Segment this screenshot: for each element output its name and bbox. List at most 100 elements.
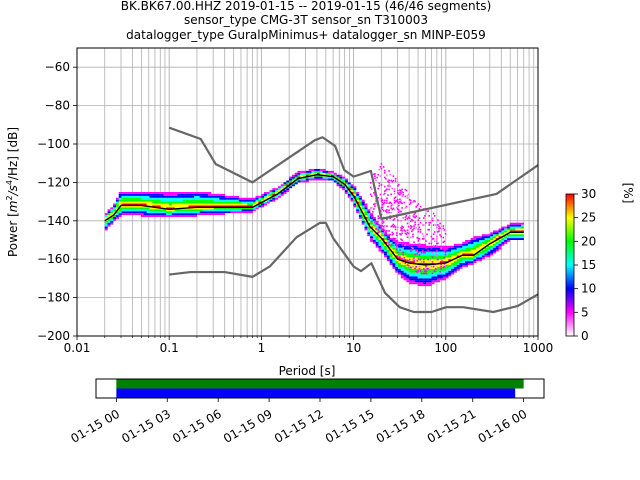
psd-cell <box>322 178 326 181</box>
psd-cell <box>481 245 485 248</box>
psd-outlier-cell <box>369 182 372 184</box>
psd-cell <box>149 201 153 204</box>
psd-outlier-cell <box>391 233 394 236</box>
psd-cell <box>275 188 279 191</box>
psd-cell <box>224 201 228 204</box>
psd-cell <box>205 209 209 212</box>
psd-cell <box>484 251 488 254</box>
psd-cell <box>448 272 452 275</box>
psd-cell <box>297 170 301 173</box>
psd-cell <box>141 195 145 198</box>
psd-cell <box>252 207 256 210</box>
psd-cell <box>425 257 429 260</box>
psd-cell <box>437 247 441 250</box>
psd-cell <box>263 195 267 198</box>
psd-cell <box>509 222 513 225</box>
psd-cell <box>213 201 217 204</box>
psd-outlier-cell <box>401 195 403 198</box>
psd-outlier-cell <box>404 218 407 221</box>
psd-cell <box>509 226 513 229</box>
psd-cell <box>199 199 203 202</box>
psd-cell <box>370 213 374 216</box>
psd-outlier-cell <box>396 185 399 187</box>
psd-outlier-cell <box>423 272 425 275</box>
psd-cell <box>518 226 522 229</box>
psd-cell <box>467 247 471 250</box>
psd-outlier-cell <box>377 222 380 224</box>
psd-cell <box>210 203 214 206</box>
psd-cell <box>504 226 508 229</box>
psd-outlier-cell <box>392 207 395 210</box>
psd-cell <box>219 211 223 214</box>
psd-cell <box>417 257 421 260</box>
psd-outlier-cell <box>430 265 433 268</box>
psd-outlier-cell <box>416 259 419 262</box>
psd-outlier-cell <box>375 179 377 182</box>
psd-cell <box>392 266 396 269</box>
psd-outlier-cell <box>406 222 409 225</box>
psd-cell <box>381 236 385 239</box>
psd-cell <box>411 274 415 277</box>
psd-cell <box>127 192 131 194</box>
psd-cell <box>442 276 446 279</box>
psd-cell <box>448 268 452 271</box>
psd-cell <box>476 238 480 240</box>
psd-outlier-cell <box>421 244 424 247</box>
psd-outlier-cell <box>418 208 421 210</box>
psd-cell <box>501 226 505 229</box>
psd-cell <box>470 243 474 246</box>
psd-outlier-cell <box>411 219 413 221</box>
psd-cell <box>451 255 455 258</box>
psd-cell <box>129 195 133 198</box>
psd-outlier-cell <box>402 247 404 249</box>
psd-cell <box>375 220 379 223</box>
psd-cell <box>196 203 200 206</box>
psd-cell <box>356 205 360 208</box>
psd-cell <box>188 205 192 208</box>
psd-cell <box>378 245 382 248</box>
psd-cell <box>479 245 483 248</box>
psd-cell <box>202 211 206 214</box>
psd-cell <box>110 213 114 216</box>
psd-cell <box>110 207 114 210</box>
psd-cell <box>398 245 402 248</box>
y-tick-label: −200 <box>37 329 70 343</box>
psd-cell <box>409 245 413 248</box>
psd-cell <box>244 201 248 204</box>
psd-cell <box>286 190 290 192</box>
psd-cell <box>434 257 438 260</box>
psd-cell <box>479 243 483 246</box>
psd-outlier-cell <box>432 238 435 240</box>
psd-cell <box>347 184 351 187</box>
psd-outlier-cell <box>398 209 400 211</box>
psd-outlier-cell <box>444 249 447 251</box>
psd-cell <box>342 178 346 181</box>
psd-cell <box>498 238 502 240</box>
psd-cell <box>465 257 469 260</box>
psd-outlier-cell <box>433 240 436 242</box>
psd-cell <box>138 192 142 194</box>
psd-outlier-cell <box>382 166 385 168</box>
psd-cell <box>249 197 253 200</box>
psd-cell <box>224 205 228 208</box>
psd-cell <box>138 193 142 196</box>
psd-cell <box>160 193 164 196</box>
psd-cell <box>180 192 184 194</box>
psd-cell <box>303 178 307 181</box>
psd-cell <box>420 245 424 248</box>
psd-cell <box>196 197 200 200</box>
psd-outlier-cell <box>392 179 395 182</box>
psd-cell <box>409 268 413 271</box>
psd-cell <box>456 245 460 248</box>
psd-outlier-cell <box>436 249 438 252</box>
x-axis: 0.01 0.1 1 10 100 1000 <box>64 336 553 355</box>
psd-cell <box>328 176 332 179</box>
psd-cell <box>481 234 485 237</box>
psd-cell <box>361 211 365 214</box>
psd-cell <box>420 259 424 262</box>
colorbar-tick-label: 20 <box>581 234 596 248</box>
psd-cell <box>196 205 200 208</box>
psd-cell <box>515 226 519 229</box>
psd-outlier-cell <box>404 262 407 265</box>
psd-outlier-cell <box>383 201 386 204</box>
